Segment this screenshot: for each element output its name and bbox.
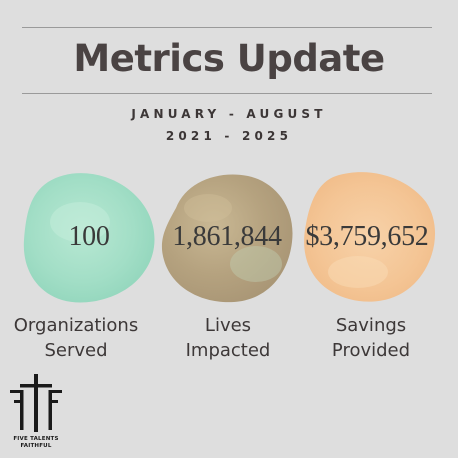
bottom-divider <box>22 93 432 94</box>
metric-lives-blob: 1,861,844 <box>156 168 298 308</box>
period-years: 2021 - 2025 <box>165 129 293 143</box>
period-months: JANUARY - AUGUST <box>131 107 327 121</box>
blob-shape-green <box>23 173 155 303</box>
metric-savings-blob: $3,759,652 <box>296 168 438 308</box>
logo-text-line1: FIVE TALENTS <box>13 436 59 442</box>
five-talents-logo: FIVE TALENTS FAITHFUL <box>6 372 66 452</box>
metric-organizations-caption: Organizations Served <box>3 313 149 363</box>
blob-shape-tan <box>161 174 293 303</box>
logo-text-line2: FAITHFUL <box>20 443 52 449</box>
caption-line: Organizations <box>13 315 139 336</box>
cross-ff-logo-icon <box>10 374 62 432</box>
top-divider <box>22 27 432 28</box>
blob-shape-peach <box>304 172 436 302</box>
caption-line: Impacted <box>185 340 271 361</box>
page-title: Metrics Update <box>73 37 385 80</box>
metric-savings-value: $3,759,652 <box>305 221 429 252</box>
metric-organizations-blob: 100 <box>18 168 160 308</box>
caption-line: Lives <box>204 315 252 336</box>
caption-line: Savings <box>335 315 407 336</box>
caption-line: Served <box>44 340 108 361</box>
metric-savings-caption: Savings Provided <box>298 313 444 363</box>
metric-organizations-value: 100 <box>68 221 110 252</box>
metric-lives-value: 1,861,844 <box>172 221 282 252</box>
caption-line: Provided <box>331 340 411 361</box>
metric-lives-caption: Lives Impacted <box>155 313 301 363</box>
